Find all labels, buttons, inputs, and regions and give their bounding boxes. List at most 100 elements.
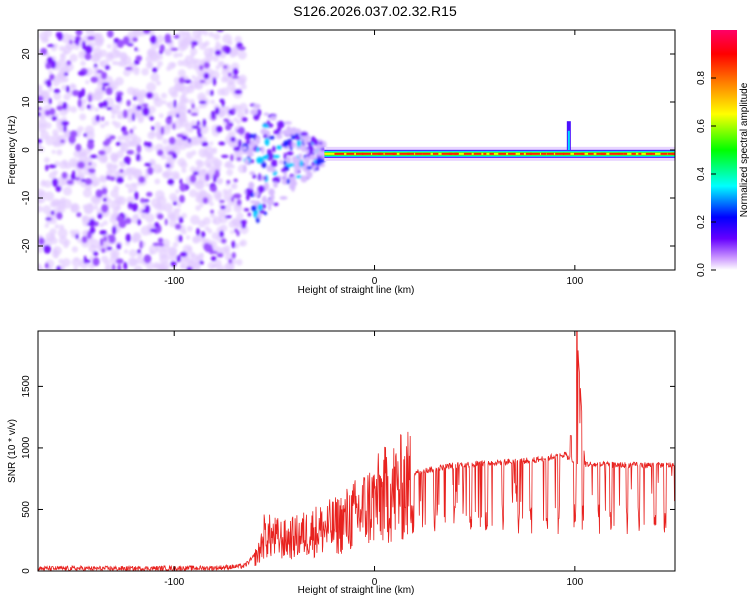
spectrogram-noise-spot	[234, 89, 243, 95]
spectrogram-noise-spot	[38, 95, 44, 102]
spectrogram-transition-spot	[283, 121, 292, 125]
spectrogram-noise-blob	[148, 105, 156, 114]
spectrogram-noise-blob	[73, 267, 78, 270]
spectrogram-noise-blob	[124, 183, 130, 188]
spectrogram-noise-blob	[63, 93, 71, 101]
spectrogram-noise-spot	[75, 30, 83, 36]
spectrogram-noise-blob	[202, 237, 207, 243]
spectrogram-transition-spot	[261, 195, 268, 204]
spectrogram-noise-spot	[214, 107, 220, 115]
spectrogram-transition-spot	[243, 208, 250, 212]
carrier-peak	[448, 152, 459, 155]
spectrogram-noise-blob	[93, 205, 99, 210]
spectrogram-noise-spot	[202, 197, 209, 204]
spectrogram-noise-spot	[87, 140, 95, 150]
spectrogram-noise-blob	[92, 53, 100, 62]
spectrogram-noise-spot	[84, 45, 93, 54]
snr-xtick-label: -100	[164, 577, 184, 588]
colorbar-gradient	[711, 30, 737, 270]
spectrogram-noise-spot	[122, 130, 129, 136]
snr-series-line	[38, 331, 675, 571]
spectrogram-noise-blob	[89, 238, 100, 249]
spectrogram-noise-spot	[226, 179, 231, 185]
spectrogram-noise-blob	[104, 265, 110, 270]
spectrogram-transition-spot	[258, 173, 262, 181]
spectrogram-noise-spot	[38, 237, 45, 246]
spectrogram-noise-blob	[61, 33, 71, 43]
spectrogram-noise-spot	[101, 204, 109, 213]
spectrogram-transition-spot	[270, 194, 275, 201]
spectrogram-transition-spot	[289, 176, 296, 184]
spectrogram-noise-blob	[213, 33, 221, 41]
spectrogram-noise-spot	[48, 164, 57, 169]
spectrogram-noise-spot	[45, 217, 52, 221]
spectrogram-noise-blob	[57, 228, 68, 239]
spectrogram-noise-spot	[173, 99, 177, 108]
spectrogram-noise-blob	[59, 224, 65, 230]
spectrogram-image	[38, 30, 675, 270]
spectrogram-noise-blob	[154, 178, 161, 185]
spectrogram-noise-blob	[62, 45, 72, 55]
carrier-peak	[638, 152, 642, 155]
spectrogram-noise-spot	[48, 97, 52, 105]
spectrogram-noise-blob	[44, 191, 55, 202]
spectrogram-transition-spot	[301, 145, 307, 153]
spectrogram-noise-spot	[233, 146, 241, 152]
spectrogram-transition-spot	[273, 181, 278, 188]
carrier-peak	[508, 152, 516, 155]
spectrogram-transition-spot	[271, 159, 278, 165]
spectrogram-noise-spot	[56, 105, 64, 111]
spectrogram-noise-spot	[215, 125, 223, 133]
spectrogram-transition-spot	[279, 196, 288, 200]
spectrogram-noise-spot	[191, 125, 199, 129]
spectrogram-noise-blob	[51, 250, 60, 258]
spectrogram-noise-blob	[71, 257, 82, 268]
spectrogram-noise-spot	[136, 249, 142, 254]
spectrogram-noise-blob	[57, 100, 64, 107]
spectrogram-noise-spot	[172, 201, 178, 206]
spectrogram-noise-spot	[101, 116, 105, 122]
spectrogram-transition-spot	[303, 136, 308, 142]
spectrogram-noise-spot	[103, 236, 108, 243]
spectrogram-ytick-label: 10	[21, 96, 32, 108]
spectrogram-noise-spot	[101, 85, 106, 92]
spectrogram-noise-blob	[198, 42, 207, 50]
spectrogram-noise-blob	[69, 53, 78, 63]
carrier-peak	[489, 152, 494, 155]
spectrogram-noise-blob	[44, 223, 49, 228]
spectrogram-noise-blob	[228, 80, 234, 85]
spectrogram-noise-blob	[176, 202, 182, 208]
spectrogram-noise-blob	[100, 123, 106, 129]
spectrogram-noise-spot	[164, 40, 172, 44]
spectrogram-noise-blob	[205, 182, 210, 187]
spectrogram-noise-blob	[51, 149, 56, 154]
spectrogram-noise-spot	[72, 89, 80, 97]
spectrogram-noise-spot	[88, 169, 96, 174]
carrier-peak	[372, 152, 382, 155]
colorbar: 0.0 0.2 0.4 0.6 0.8 Normalized spectral ampl…	[696, 30, 750, 277]
spectrogram-transition-spot	[244, 108, 249, 115]
spectrogram-noise-spot	[53, 88, 61, 94]
spectrogram-noise-spot	[115, 141, 121, 147]
carrier-peak	[600, 152, 607, 155]
spectrogram-noise-blob	[181, 167, 187, 174]
spectrogram-noise-spot	[127, 43, 134, 47]
spectrogram-noise-blob	[196, 66, 206, 77]
spectrogram-noise-blob	[210, 70, 220, 80]
spectrogram-noise-blob	[202, 30, 209, 36]
spectrogram-noise-blob	[164, 48, 173, 56]
spectrogram-transition-spot	[244, 158, 249, 165]
spectrogram-noise-spot	[111, 225, 117, 235]
spectrogram-noise-blob	[137, 251, 144, 258]
spectrogram-noise-spot	[102, 100, 109, 108]
spectrogram-noise-blob	[228, 220, 237, 229]
spectrogram-noise-blob	[123, 69, 131, 77]
spectrogram-noise-spot	[77, 70, 86, 76]
spectrogram-noise-spot	[158, 242, 165, 247]
spectrogram-ylabel: Frequency (Hz)	[7, 116, 18, 185]
spectrogram-noise-spot	[141, 209, 150, 213]
spectrogram-noise-blob	[44, 238, 53, 247]
spectrogram-noise-spot	[173, 34, 180, 39]
spectrogram-noise-spot	[123, 261, 128, 270]
spectrogram-noise-spot	[160, 126, 165, 135]
